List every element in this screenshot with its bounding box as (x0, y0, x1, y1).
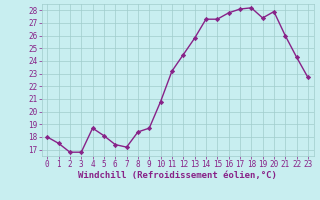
X-axis label: Windchill (Refroidissement éolien,°C): Windchill (Refroidissement éolien,°C) (78, 171, 277, 180)
